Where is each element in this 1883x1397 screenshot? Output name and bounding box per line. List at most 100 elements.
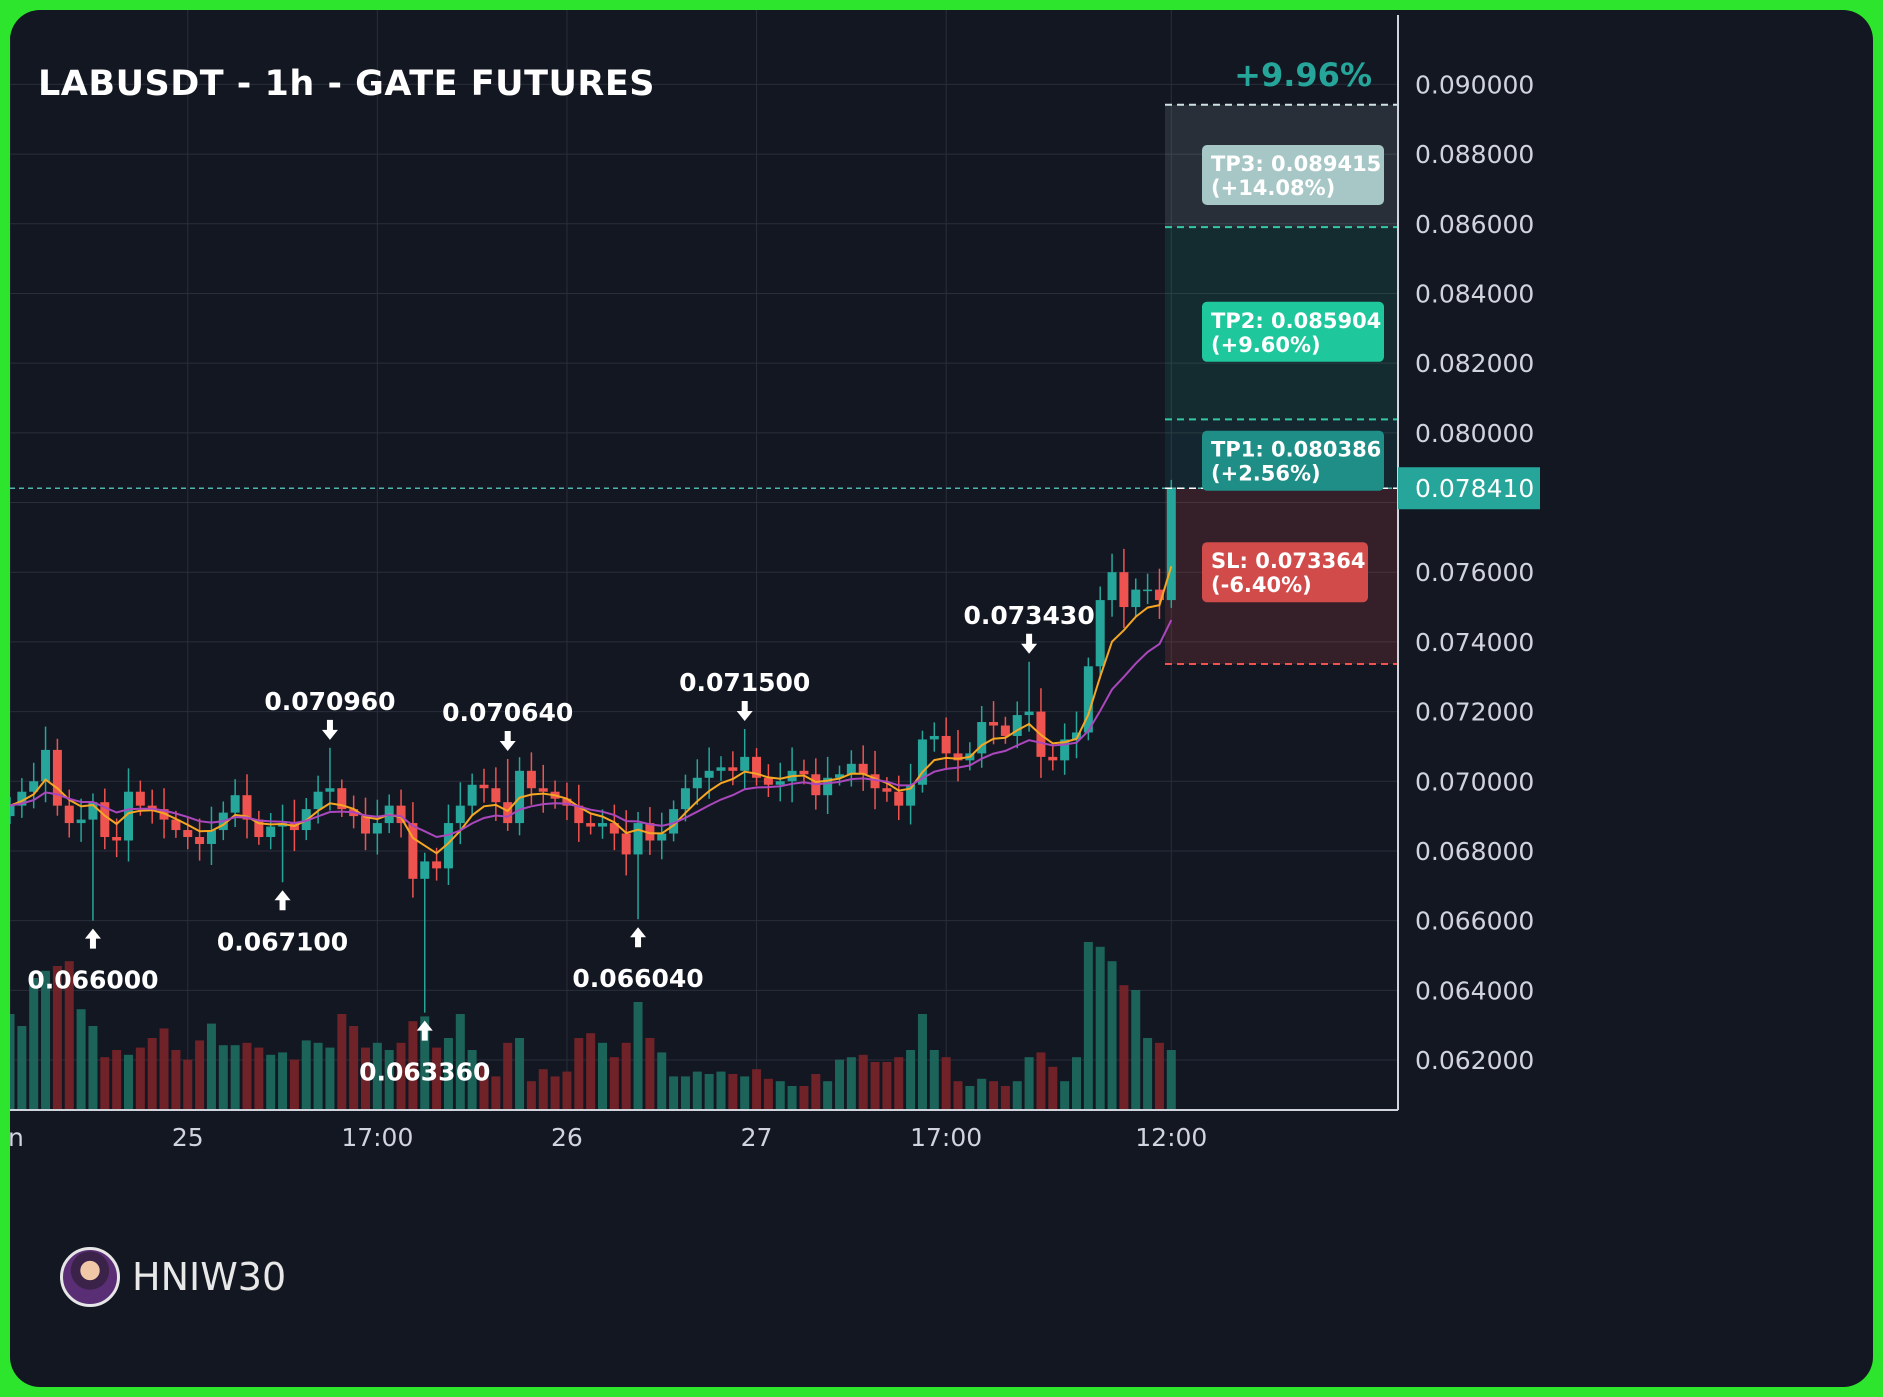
price-annotation: 0.073430 bbox=[963, 601, 1094, 630]
volume-bar bbox=[218, 1045, 228, 1110]
target-labels: TP3: 0.089415(+14.08%) TP2: 0.085904(+9.6… bbox=[1202, 145, 1384, 603]
time-tick-label: 12:00 bbox=[1135, 1123, 1207, 1152]
price-tick-label: 0.086000 bbox=[1415, 210, 1534, 239]
candle-body bbox=[526, 770, 536, 789]
volume-bar bbox=[384, 1050, 394, 1110]
candle-body bbox=[408, 823, 418, 879]
candle-body bbox=[692, 777, 702, 789]
tp2-label-box bbox=[1202, 301, 1384, 362]
volume-bar bbox=[1024, 1057, 1034, 1110]
last-price-label: 0.078410 bbox=[1415, 474, 1534, 503]
volume-bar bbox=[633, 1002, 643, 1110]
volume-bar bbox=[645, 1038, 655, 1110]
candle-body bbox=[41, 749, 51, 782]
candle-body bbox=[147, 805, 157, 810]
candle-body bbox=[1060, 739, 1070, 761]
volume-bar bbox=[680, 1076, 690, 1110]
volume-bar bbox=[242, 1042, 252, 1110]
candle-body bbox=[657, 833, 667, 841]
volume-bar bbox=[254, 1047, 264, 1110]
candle-body bbox=[680, 788, 690, 810]
candle-body bbox=[953, 753, 963, 761]
volume-bar bbox=[870, 1062, 880, 1110]
candle-body bbox=[88, 802, 98, 820]
volume-bar bbox=[337, 1014, 347, 1110]
candle-body bbox=[609, 823, 619, 834]
ema-fast-line bbox=[10, 566, 1173, 855]
volume-bar bbox=[1012, 1081, 1022, 1110]
volume-bar bbox=[538, 1069, 548, 1110]
candle-body bbox=[621, 833, 631, 855]
volume-bar bbox=[728, 1074, 738, 1110]
tp1-label-box bbox=[1202, 430, 1384, 491]
volume-bar bbox=[740, 1076, 750, 1110]
chart-title: LABUSDT - 1h - GATE FUTURES bbox=[38, 64, 655, 104]
volume-bar bbox=[455, 1014, 465, 1110]
candlestick-chart[interactable]: 0.066000 0.067100 0.070960 0.063360 0.070640… bbox=[10, 10, 1873, 1387]
volume-bar bbox=[609, 1057, 619, 1110]
price-annotation: 0.067100 bbox=[217, 927, 348, 956]
tp3-label-box bbox=[1202, 145, 1384, 206]
candle-body bbox=[135, 791, 145, 806]
volume-bar bbox=[965, 1086, 975, 1110]
candle-body bbox=[1095, 600, 1105, 667]
price-tick-label: 0.072000 bbox=[1415, 698, 1534, 727]
candles bbox=[10, 479, 1176, 1013]
candle-body bbox=[917, 739, 927, 785]
volume-bar bbox=[515, 1038, 525, 1110]
arrow-down-icon bbox=[499, 730, 516, 751]
candle-body bbox=[52, 749, 62, 806]
candle-body bbox=[491, 788, 501, 803]
volume-bar bbox=[846, 1057, 856, 1110]
volume-bar bbox=[230, 1045, 240, 1110]
price-tick-label: 0.080000 bbox=[1415, 419, 1534, 448]
volume-bar bbox=[372, 1042, 382, 1110]
volume-bar bbox=[361, 1047, 370, 1110]
volume-bar bbox=[467, 1050, 477, 1110]
candle-body bbox=[124, 791, 133, 841]
annotations: 0.066000 0.067100 0.070960 0.063360 0.070640… bbox=[27, 601, 1094, 1087]
tp3-label-price: TP3: 0.089415 bbox=[1211, 152, 1381, 176]
price-tick-label: 0.066000 bbox=[1415, 907, 1534, 936]
candle-body bbox=[420, 861, 430, 879]
arrow-up-icon bbox=[416, 1020, 433, 1041]
arrow-up-icon bbox=[274, 890, 291, 911]
volume-bar bbox=[941, 1057, 951, 1110]
sl-label-price: SL: 0.073364 bbox=[1211, 549, 1365, 573]
volume-bar bbox=[598, 1042, 607, 1110]
price-tick-label: 0.076000 bbox=[1415, 558, 1534, 587]
tp3-label: TP3: 0.089415(+14.08%) bbox=[1202, 145, 1384, 206]
candle-body bbox=[29, 781, 39, 792]
price-tick-label: 0.088000 bbox=[1415, 140, 1534, 169]
candle-body bbox=[479, 784, 489, 789]
tp3-label-percent: (+14.08%) bbox=[1211, 176, 1335, 200]
volume-bar bbox=[1095, 946, 1105, 1110]
tp2-label: TP2: 0.085904(+9.60%) bbox=[1202, 301, 1384, 362]
grid bbox=[10, 10, 1398, 1110]
candle-body bbox=[894, 791, 904, 806]
volume-bar bbox=[443, 1038, 453, 1110]
volume-bar bbox=[1166, 1050, 1176, 1110]
volume-bar bbox=[775, 1081, 785, 1110]
candle-body bbox=[1107, 572, 1117, 601]
volume-bar bbox=[1083, 942, 1093, 1110]
candle-body bbox=[1154, 589, 1164, 601]
price-tick-label: 0.062000 bbox=[1415, 1046, 1534, 1075]
volume-bar bbox=[574, 1038, 584, 1110]
candle-body bbox=[716, 767, 726, 771]
volume-bar bbox=[100, 1057, 110, 1110]
arrow-up-icon bbox=[630, 927, 647, 948]
candle-body bbox=[313, 791, 323, 810]
candle-body bbox=[254, 819, 264, 838]
last-price-tag bbox=[1398, 467, 1540, 510]
candle-body bbox=[1166, 488, 1176, 601]
candle-body bbox=[1131, 589, 1141, 608]
arrow-up-icon bbox=[84, 928, 101, 949]
volume-bar bbox=[76, 1009, 86, 1110]
candle-body bbox=[1048, 756, 1058, 761]
candle-body bbox=[823, 777, 833, 796]
volume-bar bbox=[41, 970, 51, 1110]
volume-bar bbox=[147, 1038, 157, 1110]
volume-bar bbox=[420, 1016, 430, 1110]
change-percent: +9.96% bbox=[1234, 56, 1372, 94]
